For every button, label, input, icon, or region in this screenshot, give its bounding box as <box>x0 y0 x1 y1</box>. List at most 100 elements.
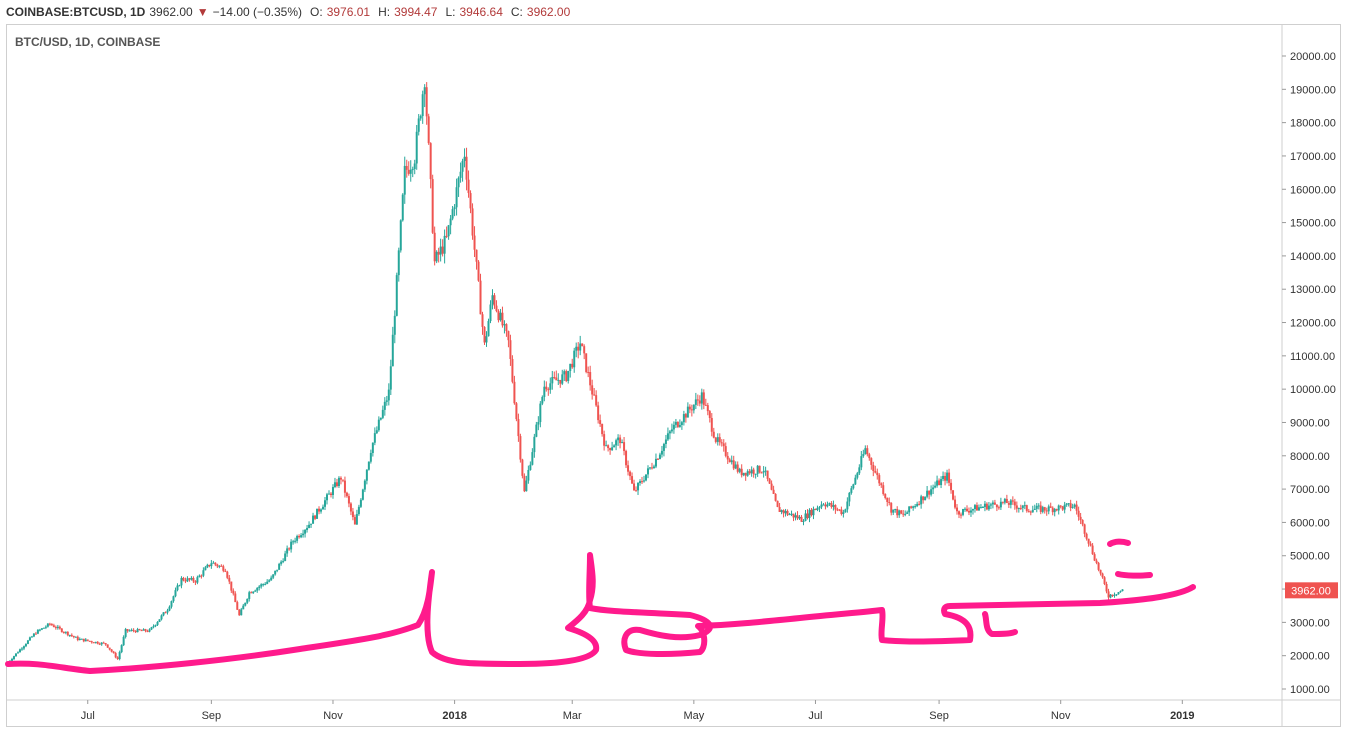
candle-body <box>403 165 406 195</box>
candle-body <box>1061 506 1064 510</box>
y-tick-label: 5000.00 <box>1290 551 1330 563</box>
candle-body <box>481 314 484 327</box>
candle-body <box>609 448 612 451</box>
candle-body <box>1025 505 1028 511</box>
candle-body <box>888 501 891 503</box>
candle-body <box>658 454 661 460</box>
candle-body <box>419 116 422 119</box>
candle-body <box>409 169 412 174</box>
candle-body <box>746 471 749 476</box>
candle-body <box>38 629 41 631</box>
y-tick-label: 9000.00 <box>1290 417 1330 429</box>
candle-body <box>90 641 93 643</box>
candle-body <box>914 506 917 508</box>
candle-body <box>682 414 685 423</box>
candle-body <box>312 515 315 524</box>
candle-body <box>607 445 610 449</box>
candle-body <box>218 565 221 567</box>
candle-body <box>716 437 719 442</box>
candle-body <box>399 220 402 251</box>
candle-body <box>736 464 739 472</box>
candle-body <box>690 409 693 411</box>
candle-body <box>836 509 839 511</box>
candle-body <box>62 631 65 633</box>
candle-body <box>1045 510 1048 512</box>
candle-body <box>662 443 665 451</box>
candle-body <box>387 389 390 401</box>
candle-body <box>714 437 717 442</box>
candle-body <box>983 503 986 507</box>
candle-body <box>870 458 873 465</box>
candle-body <box>46 623 49 627</box>
candle-body <box>12 656 15 660</box>
candle-body <box>308 524 311 528</box>
candle-body <box>557 379 560 381</box>
candle-body <box>292 541 295 543</box>
candle-body <box>449 218 452 226</box>
candle-body <box>654 458 657 467</box>
candle-body <box>712 431 715 438</box>
candle-body <box>300 535 303 538</box>
candle-body <box>850 488 853 493</box>
candle-body <box>862 454 865 457</box>
candle-body <box>383 401 386 410</box>
candle-body <box>676 421 679 427</box>
candle-body <box>770 483 773 490</box>
candle-body <box>108 647 111 650</box>
candle-body <box>788 514 791 516</box>
candle-body <box>874 470 877 473</box>
candle-body <box>942 475 945 480</box>
candle-body <box>860 456 863 468</box>
candle-body <box>56 626 59 629</box>
candle-body <box>150 627 153 630</box>
y-tick-label: 18000.00 <box>1290 118 1336 130</box>
chart-frame[interactable] <box>6 24 1341 727</box>
candle-body <box>96 641 99 644</box>
candle-body <box>706 405 709 412</box>
candle-body <box>339 477 342 480</box>
candle-body <box>347 496 350 504</box>
candle-body <box>1021 505 1024 509</box>
candle-body <box>641 481 644 483</box>
candle-body <box>286 548 289 554</box>
candle-body <box>858 467 861 474</box>
candle-body <box>810 509 813 516</box>
candle-body <box>734 464 737 469</box>
candle-body <box>365 469 368 481</box>
candle-body <box>678 424 681 427</box>
candle-body <box>531 452 534 465</box>
candle-body <box>973 505 976 510</box>
candle-body <box>838 509 841 511</box>
candle-body <box>1067 503 1070 505</box>
candle-body <box>593 394 596 396</box>
candle-body <box>766 470 769 479</box>
candle-body <box>772 489 775 494</box>
candle-body <box>748 471 751 474</box>
axis-lines <box>7 25 1341 726</box>
candle-body <box>222 566 225 571</box>
candle-body <box>497 311 500 321</box>
candle-body <box>993 502 996 505</box>
candle-body <box>76 636 79 641</box>
candle-body <box>738 468 741 472</box>
candle-body <box>459 171 462 178</box>
candle-body <box>1111 594 1114 596</box>
candle-body <box>28 637 31 641</box>
candle-body <box>1069 503 1072 508</box>
candle-body <box>553 377 556 379</box>
candle-body <box>987 505 990 510</box>
candle-body <box>555 377 558 381</box>
candle-body <box>962 509 965 515</box>
candle-body <box>644 474 647 481</box>
candle-body <box>780 510 783 512</box>
candle-body <box>597 405 600 421</box>
open-value: 3976.01 <box>326 5 371 19</box>
candle-body <box>814 508 817 510</box>
candle-body <box>168 606 171 611</box>
candle-body <box>790 513 793 515</box>
symbol-label[interactable]: COINBASE:BTCUSD, 1D <box>6 5 146 19</box>
candle-body <box>958 511 961 515</box>
candle-body <box>252 591 255 594</box>
candle-body <box>918 503 921 505</box>
